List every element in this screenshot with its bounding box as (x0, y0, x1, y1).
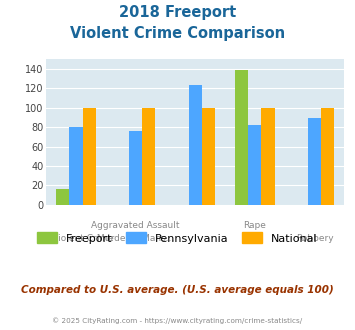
Text: Violent Crime Comparison: Violent Crime Comparison (70, 26, 285, 41)
Text: All Violent Crime: All Violent Crime (38, 234, 114, 243)
Text: Rape: Rape (244, 221, 266, 230)
Bar (56, 189, 70, 205)
Bar (70, 127, 82, 205)
Bar (129, 131, 142, 205)
Bar (248, 125, 261, 205)
Bar (321, 108, 334, 205)
Bar (82, 108, 95, 205)
Bar (235, 70, 248, 205)
Text: © 2025 CityRating.com - https://www.cityrating.com/crime-statistics/: © 2025 CityRating.com - https://www.city… (53, 317, 302, 324)
Text: Robbery: Robbery (296, 234, 333, 243)
Bar (202, 108, 215, 205)
Bar (261, 108, 274, 205)
Text: 2018 Freeport: 2018 Freeport (119, 5, 236, 20)
Text: Compared to U.S. average. (U.S. average equals 100): Compared to U.S. average. (U.S. average … (21, 285, 334, 295)
Bar (142, 108, 155, 205)
Text: Murder & Mans...: Murder & Mans... (97, 234, 174, 243)
Text: Aggravated Assault: Aggravated Assault (91, 221, 180, 230)
Bar (189, 84, 202, 205)
Legend: Freeport, Pennsylvania, National: Freeport, Pennsylvania, National (38, 232, 317, 244)
Bar (308, 118, 321, 205)
